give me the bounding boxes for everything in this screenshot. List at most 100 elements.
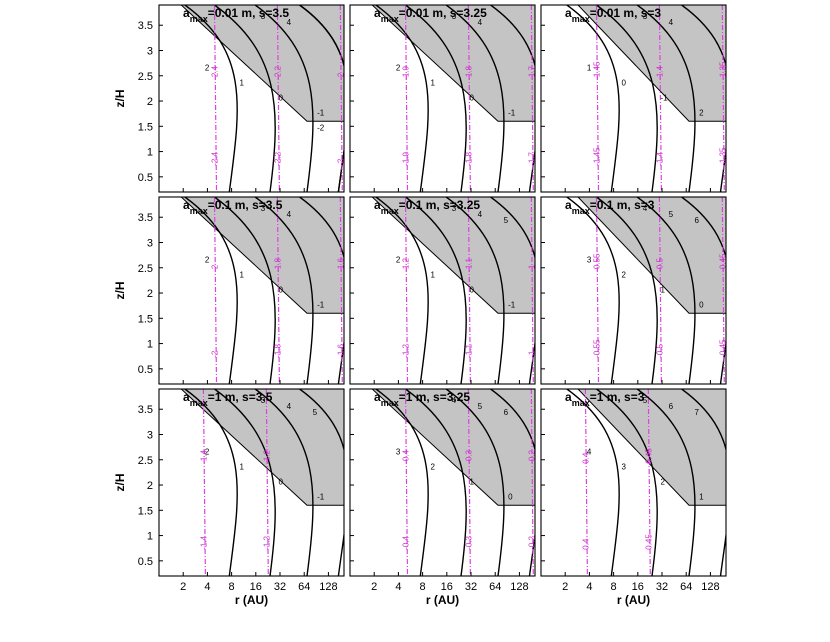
y-tick-label: 1 xyxy=(147,339,153,351)
black-contour-label: 3 xyxy=(396,447,401,456)
panel-frame xyxy=(540,388,727,577)
black-contour-label: 0 xyxy=(470,285,475,294)
black-contour-label: 1 xyxy=(470,477,475,486)
black-contour-label: -1 xyxy=(508,108,516,117)
panel-title-sub: max xyxy=(381,14,399,24)
magenta-contour xyxy=(530,5,534,192)
magenta-contour-label-lower: -1.4 xyxy=(199,535,208,549)
x-tick-label: 128 xyxy=(701,581,719,593)
black-contour-label: 2 xyxy=(396,255,401,264)
black-contour-label: 0 xyxy=(470,93,475,102)
black-contour xyxy=(254,5,314,192)
black-contour-label: 1 xyxy=(699,492,704,501)
magenta-contour-label-lower: -1.8 xyxy=(273,343,282,357)
magenta-contour-label-lower: -1.8 xyxy=(464,151,473,165)
x-tick-label: 8 xyxy=(229,581,235,593)
magenta-contour xyxy=(658,5,662,192)
panel-frame xyxy=(158,4,345,193)
shaded-region xyxy=(371,5,535,122)
magenta-contour-label-upper: -1.2 xyxy=(402,257,411,271)
panel-title-rest: =0.01 m, s=3.5 xyxy=(208,6,290,20)
panel-title-rest: =0.01 m, s=3.25 xyxy=(399,6,487,20)
black-contour-label: 0 xyxy=(279,93,284,102)
magenta-contour-label-upper: -1.7 xyxy=(527,65,536,79)
magenta-contour-label-lower: -0.55 xyxy=(593,339,602,358)
panel-title-a: a xyxy=(374,390,381,404)
magenta-contour-label-upper: 0.45 xyxy=(644,448,653,464)
magenta-contour-label-upper: -0.55 xyxy=(593,253,602,272)
black-contour xyxy=(254,197,314,384)
panel-title-a: a xyxy=(374,198,381,212)
magenta-contour-label-upper: -2.2 xyxy=(273,65,282,79)
black-contour xyxy=(596,197,658,384)
magenta-contour-label-lower: -2.4 xyxy=(211,151,220,165)
x-tick-label: 2 xyxy=(180,581,186,593)
shaded-region xyxy=(180,389,344,506)
black-contour-label: 1 xyxy=(661,285,666,294)
shaded-contour-label: 4 xyxy=(478,210,483,219)
magenta-contour xyxy=(339,197,343,384)
magenta-contour xyxy=(404,197,409,384)
magenta-contour-label-upper: -1.8 xyxy=(273,257,282,271)
shaded-contour-label: 5 xyxy=(313,408,318,417)
black-contour-label: 1 xyxy=(431,78,436,87)
black-contour-label: 3 xyxy=(587,255,592,264)
magenta-contour-label-upper: -2 xyxy=(211,264,220,272)
panel-title-sub: max xyxy=(190,14,208,24)
shaded-contour-label: 5 xyxy=(643,396,648,405)
panel-title-rest: =0.1 m, s=3 xyxy=(590,198,655,212)
panel-frame xyxy=(349,196,536,385)
magenta-contour-label-lower: -2.2 xyxy=(273,151,282,165)
y-axis-title: z/H xyxy=(113,282,127,300)
shaded-region xyxy=(371,197,535,314)
shaded-contour-label: 5 xyxy=(478,402,483,411)
panel-title-rest: =0.1 m, s=3.5 xyxy=(208,198,283,212)
shaded-region xyxy=(577,389,726,506)
black-contour xyxy=(375,5,429,192)
black-contour-label: 0 xyxy=(508,492,513,501)
magenta-contour xyxy=(467,197,471,384)
magenta-contour xyxy=(595,197,600,384)
magenta-contour xyxy=(658,197,662,384)
panel-title-rest: =1 m, s=3.5 xyxy=(208,390,273,404)
x-tick-label: 32 xyxy=(656,581,668,593)
black-contour xyxy=(299,389,344,576)
magenta-contour xyxy=(721,197,725,384)
x-tick-label: 4 xyxy=(395,581,401,593)
panel-title: amax=0.1 m, s=3.5 xyxy=(183,198,283,216)
panel-title-sub: max xyxy=(572,206,590,216)
y-tick-label: 1.5 xyxy=(138,313,153,325)
black-contour-label: -1 xyxy=(508,300,516,309)
black-contour xyxy=(636,389,696,576)
panel-title-rest: =0.01 m, s=3 xyxy=(590,6,662,20)
black-contour-label: 0 xyxy=(279,285,284,294)
shaded-contour-label: 6 xyxy=(669,402,674,411)
panel-frame xyxy=(540,4,727,193)
shaded-contour-label: 4 xyxy=(452,396,457,405)
panel-frame xyxy=(349,4,536,193)
black-contour-label: 1 xyxy=(587,64,592,73)
magenta-contour-label-lower: -1.2 xyxy=(262,535,271,549)
y-tick-label: 3 xyxy=(147,429,153,441)
magenta-contour-label-lower: -1.6 xyxy=(336,343,345,357)
magenta-contour-label-upper: -0.2 xyxy=(527,449,536,463)
x-axis-title: r (AU) xyxy=(617,593,650,607)
magenta-contour xyxy=(467,5,471,192)
black-contour xyxy=(596,5,658,192)
y-axis-title: z/H xyxy=(113,474,127,492)
magenta-contour-label-upper: -1.1 xyxy=(464,257,473,271)
panel-title-sub: max xyxy=(572,14,590,24)
magenta-contour xyxy=(276,5,280,192)
panel-title: amax=0.1 m, s=3.25 xyxy=(374,198,480,216)
x-tick-label: 8 xyxy=(611,581,617,593)
panel-title: amax=0.01 m, s=3.25 xyxy=(374,6,487,24)
panel-title-a: a xyxy=(565,198,572,212)
magenta-contour xyxy=(584,389,588,576)
black-contour xyxy=(375,389,429,576)
shaded-region xyxy=(180,197,344,314)
black-contour xyxy=(566,389,620,576)
panel-title-sub: max xyxy=(381,398,399,408)
magenta-contour-label-upper: -0.4 xyxy=(402,449,411,463)
y-tick-label: 2 xyxy=(147,480,153,492)
